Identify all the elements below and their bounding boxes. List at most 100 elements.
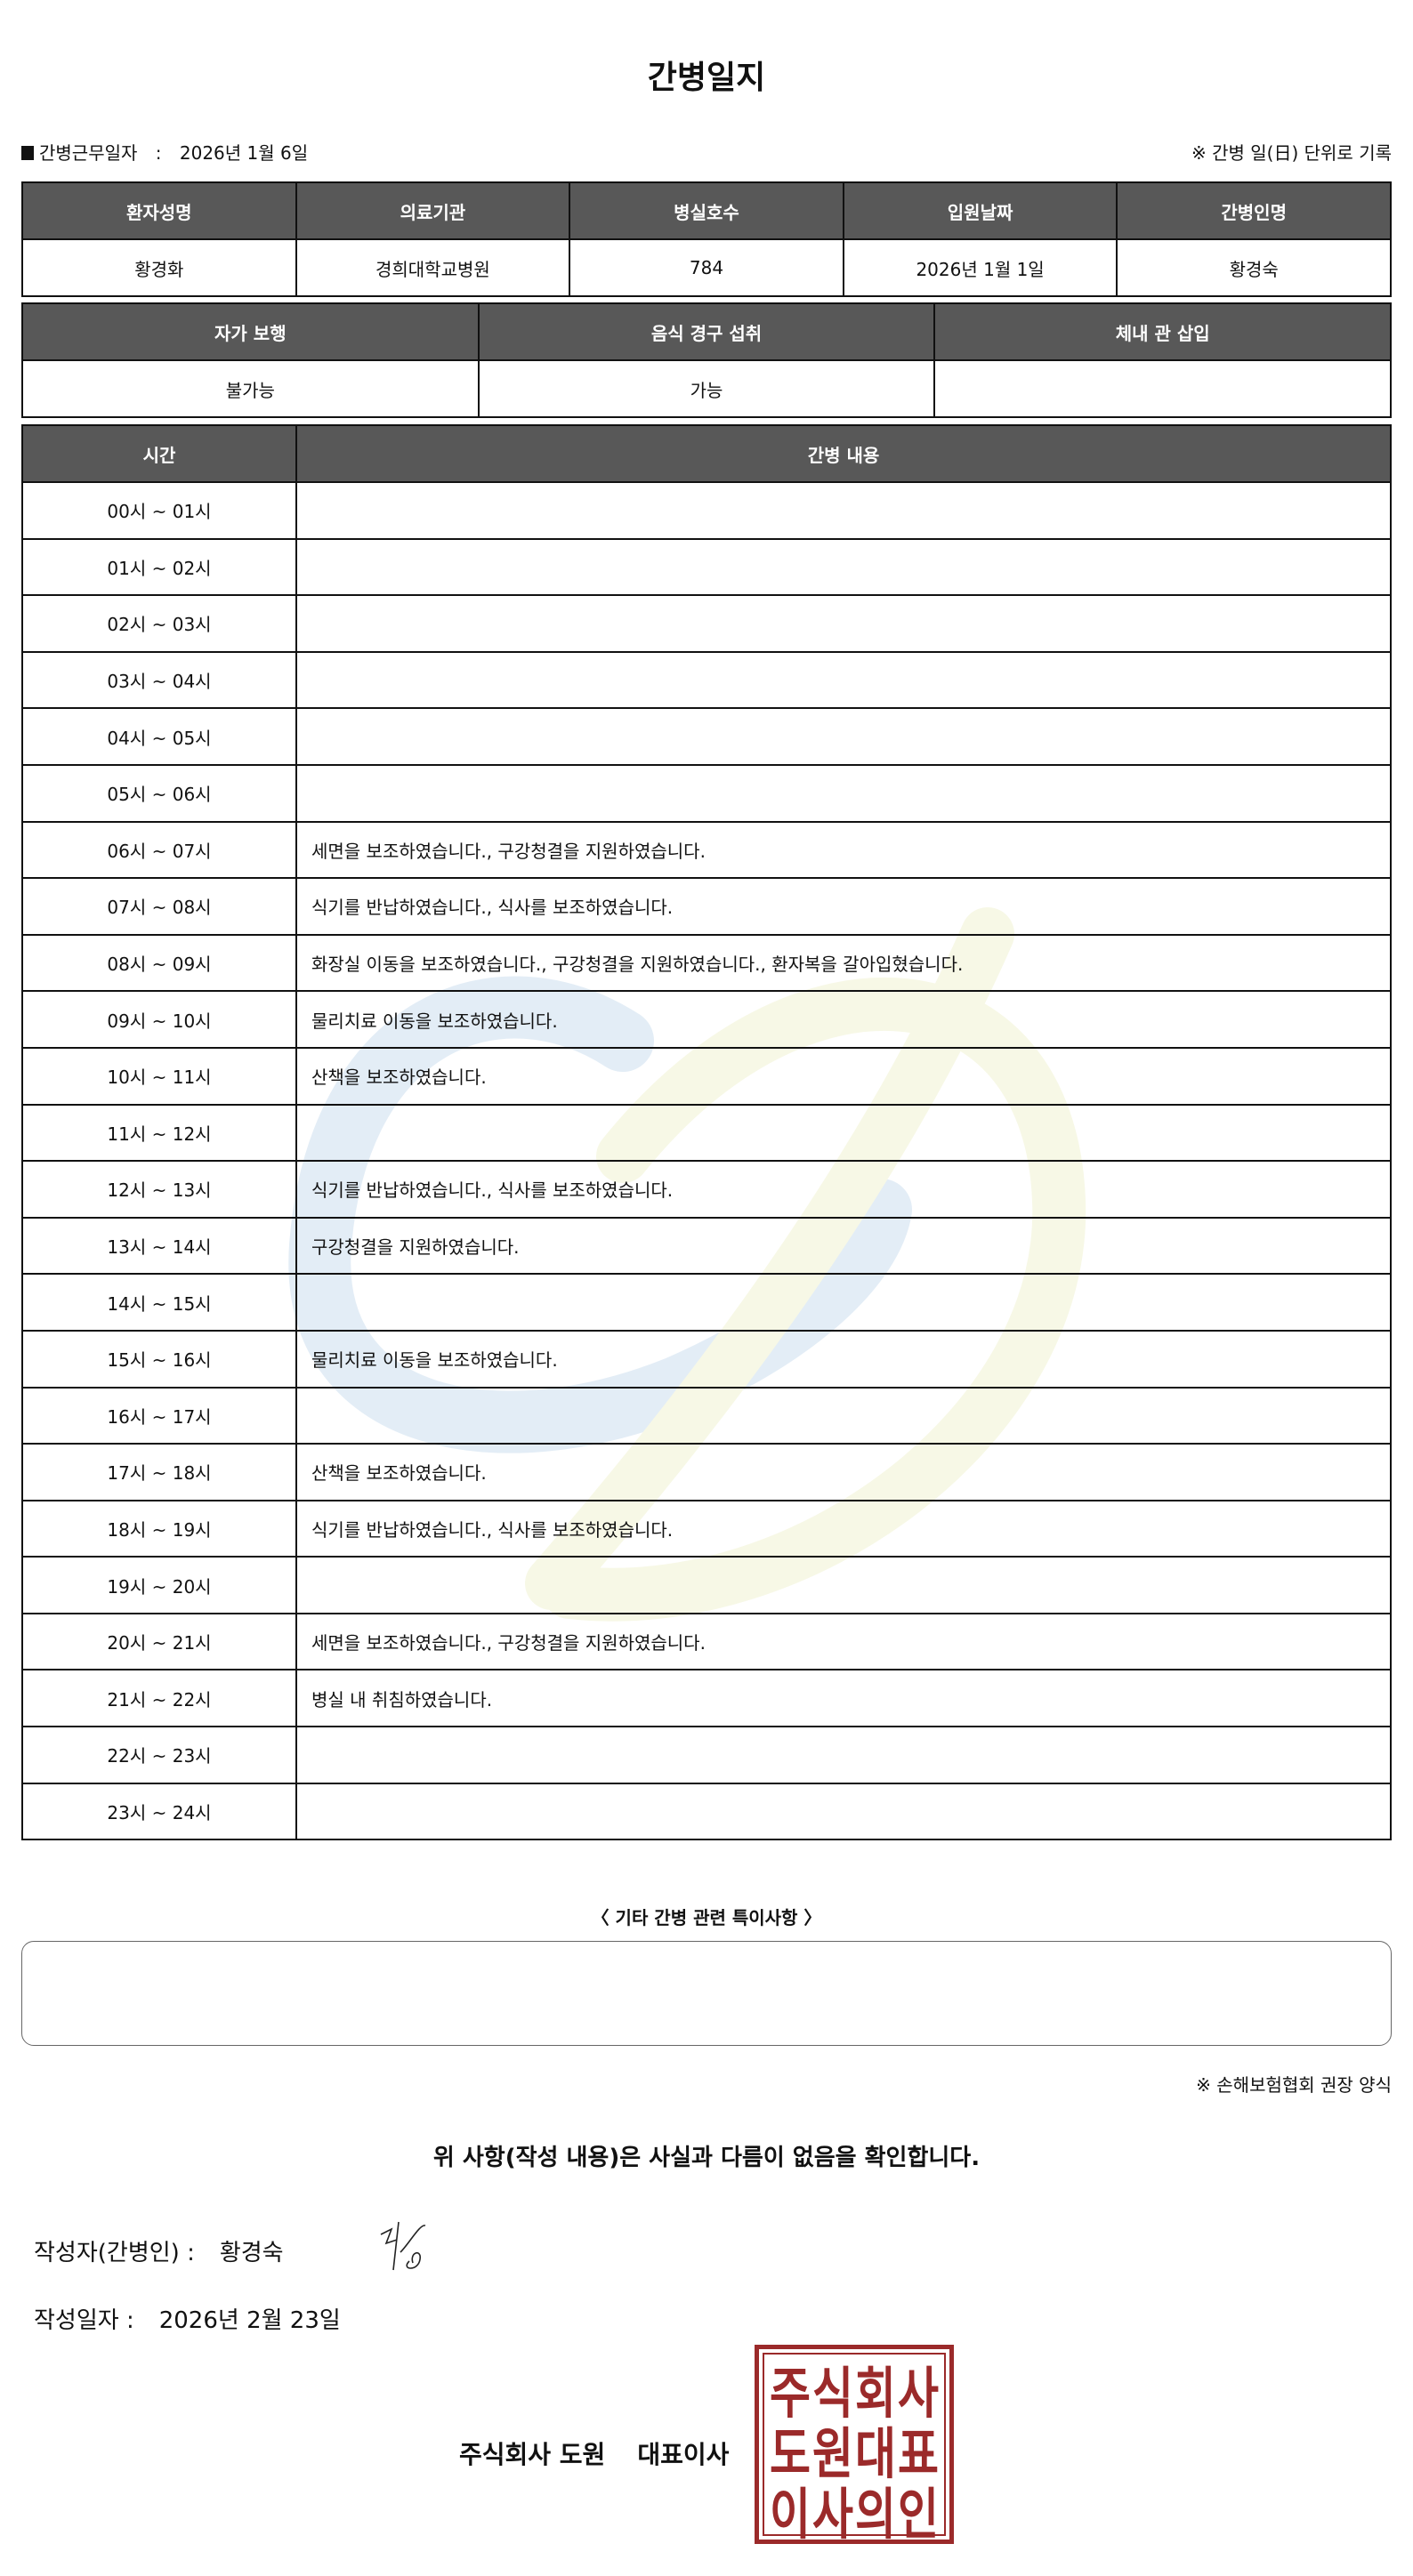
care-content: [295, 481, 1392, 540]
seal-character: 인: [898, 2482, 939, 2544]
patient-name: 황경화: [21, 238, 297, 297]
seal-character: 사: [812, 2482, 853, 2544]
table-row: 불가능 가능: [21, 359, 1392, 418]
table-row: 10시 ~ 11시 산책을 보조하였습니다.: [21, 1046, 1392, 1106]
admission-date: 2026년 1월 1일: [842, 238, 1118, 297]
header-caregiver: 간병인명: [1116, 181, 1392, 240]
form-source-note: ※ 손해보험협회 권장 양식: [1196, 2074, 1392, 2096]
table-row: 07시 ~ 08시 식기를 반납하였습니다., 식사를 보조하였습니다.: [21, 877, 1392, 936]
seal-character: 식: [812, 2361, 853, 2426]
seal-character: 대: [855, 2421, 896, 2486]
time-slot: 14시 ~ 15시: [21, 1273, 297, 1332]
table-row: 02시 ~ 03시: [21, 594, 1392, 653]
square-bullet-icon: [21, 146, 34, 160]
company-name: 주식회사 도원: [459, 2440, 606, 2469]
room-number: 784: [569, 238, 844, 297]
time-slot: 00시 ~ 01시: [21, 481, 297, 540]
care-log-table: 시간 간병 내용 00시 ~ 01시 01시 ~ 02시 02시 ~ 03시 03시 …: [21, 424, 1392, 1841]
table-row: 01시 ~ 02시: [21, 537, 1392, 597]
work-date-value: 2026년 1월 6일: [179, 142, 309, 164]
special-notes-box[interactable]: [21, 1941, 1392, 2046]
care-content: 산책을 보조하였습니다.: [295, 1443, 1392, 1501]
caregiver-name: 황경숙: [1116, 238, 1392, 297]
care-content: [295, 537, 1392, 597]
care-content: [295, 594, 1392, 653]
time-slot: 02시 ~ 03시: [21, 594, 297, 653]
table-header-row: 시간 간병 내용: [21, 424, 1392, 483]
table-row: 12시 ~ 13시 식기를 반납하였습니다., 식사를 보조하였습니다.: [21, 1160, 1392, 1219]
time-slot: 03시 ~ 04시: [21, 650, 297, 710]
seal-character: 사: [898, 2361, 939, 2426]
table-row: 19시 ~ 20시: [21, 1556, 1392, 1614]
seal-character: 도: [770, 2421, 811, 2486]
table-header-row: 환자성명 의료기관 병실호수 입원날짜 간병인명: [21, 181, 1392, 240]
table-row: 18시 ~ 19시 식기를 반납하였습니다., 식사를 보조하였습니다.: [21, 1499, 1392, 1558]
header-care-content: 간병 내용: [295, 424, 1392, 483]
time-slot: 17시 ~ 18시: [21, 1443, 297, 1501]
care-content: 산책을 보조하였습니다.: [295, 1046, 1392, 1106]
time-slot: 16시 ~ 17시: [21, 1386, 297, 1445]
time-slot: 07시 ~ 08시: [21, 877, 297, 936]
special-notes-label: 〈 기타 간병 관련 특이사항 〉: [591, 1907, 822, 1928]
care-content: 식기를 반납하였습니다., 식사를 보조하였습니다.: [295, 1160, 1392, 1219]
table-row: 05시 ~ 06시: [21, 763, 1392, 823]
care-content: [295, 707, 1392, 766]
record-note: ※ 간병 일(日) 단위로 기록: [1191, 142, 1392, 164]
patient-status-table: 자가 보행 음식 경구 섭취 체내 관 삽입 불가능 가능: [21, 302, 1392, 418]
time-slot: 01시 ~ 02시: [21, 537, 297, 597]
care-content: [295, 1386, 1392, 1445]
patient-info-table: 환자성명 의료기관 병실호수 입원날짜 간병인명 황경화 경희대학교병원 784…: [21, 181, 1392, 297]
table-row: 13시 ~ 14시 구강청결을 지원하였습니다.: [21, 1216, 1392, 1276]
table-row: 03시 ~ 04시: [21, 650, 1392, 710]
work-date-separator: :: [155, 142, 162, 164]
table-row: 00시 ~ 01시: [21, 481, 1392, 540]
time-slot: 22시 ~ 23시: [21, 1726, 297, 1784]
signature: [380, 2221, 426, 2271]
work-date-line: 간병근무일자 : 2026년 1월 6일: [21, 139, 308, 165]
header-admission-date: 입원날짜: [842, 181, 1118, 240]
writer-name: 황경숙: [219, 2240, 284, 2266]
table-row: 14시 ~ 15시: [21, 1273, 1392, 1332]
company-title: 대표이사: [637, 2440, 730, 2469]
time-slot: 11시 ~ 12시: [21, 1103, 297, 1163]
care-content: [295, 1103, 1392, 1163]
table-row: 23시 ~ 24시: [21, 1782, 1392, 1841]
care-content: 물리치료 이동을 보조하였습니다.: [295, 1329, 1392, 1389]
care-content: [295, 1782, 1392, 1841]
time-slot: 18시 ~ 19시: [21, 1499, 297, 1558]
work-date-label: 간병근무일자: [39, 142, 138, 164]
confirmation-statement: 위 사항(작성 내용)은 사실과 다름이 없음을 확인합니다.: [432, 2145, 981, 2171]
header-room: 병실호수: [569, 181, 844, 240]
care-content: [295, 1273, 1392, 1332]
care-content: [295, 650, 1392, 710]
table-header-row: 자가 보행 음식 경구 섭취 체내 관 삽입: [21, 302, 1392, 361]
table-row: 04시 ~ 05시: [21, 707, 1392, 766]
care-content: 물리치료 이동을 보조하였습니다.: [295, 990, 1392, 1049]
care-content: 식기를 반납하였습니다., 식사를 보조하였습니다.: [295, 1499, 1392, 1558]
header-time: 시간: [21, 424, 297, 483]
header-tube-insertion: 체내 관 삽입: [933, 302, 1392, 361]
seal-character: 원: [812, 2421, 853, 2486]
time-slot: 20시 ~ 21시: [21, 1612, 297, 1671]
header-self-walking: 자가 보행: [21, 302, 480, 361]
time-slot: 04시 ~ 05시: [21, 707, 297, 766]
table-row: 08시 ~ 09시 화장실 이동을 보조하였습니다., 구강청결을 지원하였습니다…: [21, 933, 1392, 993]
page-title: 간병일지: [647, 60, 766, 96]
care-content: [295, 763, 1392, 823]
header-patient-name: 환자성명: [21, 181, 297, 240]
care-content: 식기를 반납하였습니다., 식사를 보조하였습니다.: [295, 877, 1392, 936]
table-row: 황경화 경희대학교병원 784 2026년 1월 1일 황경숙: [21, 238, 1392, 297]
care-content: 화장실 이동을 보조하였습니다., 구강청결을 지원하였습니다., 환자복을 갈…: [295, 933, 1392, 993]
tube-insertion: [933, 359, 1392, 418]
time-slot: 12시 ~ 13시: [21, 1160, 297, 1219]
table-row: 11시 ~ 12시: [21, 1103, 1392, 1163]
care-content: 세면을 보조하였습니다., 구강청결을 지원하였습니다.: [295, 820, 1392, 880]
care-content: 병실 내 취침하였습니다.: [295, 1669, 1392, 1728]
seal-character: 주: [770, 2361, 811, 2426]
time-slot: 09시 ~ 10시: [21, 990, 297, 1049]
written-date-label: 작성일자 :: [34, 2307, 134, 2334]
care-content: 구강청결을 지원하였습니다.: [295, 1216, 1392, 1276]
time-slot: 19시 ~ 20시: [21, 1556, 297, 1614]
table-row: 16시 ~ 17시: [21, 1386, 1392, 1445]
time-slot: 13시 ~ 14시: [21, 1216, 297, 1276]
